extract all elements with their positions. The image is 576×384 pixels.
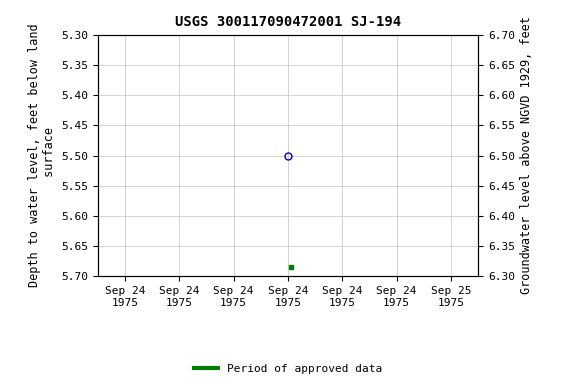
Title: USGS 300117090472001 SJ-194: USGS 300117090472001 SJ-194 <box>175 15 401 29</box>
Legend: Period of approved data: Period of approved data <box>190 359 386 379</box>
Y-axis label: Groundwater level above NGVD 1929, feet: Groundwater level above NGVD 1929, feet <box>520 17 533 295</box>
Y-axis label: Depth to water level, feet below land
 surface: Depth to water level, feet below land su… <box>28 24 56 287</box>
